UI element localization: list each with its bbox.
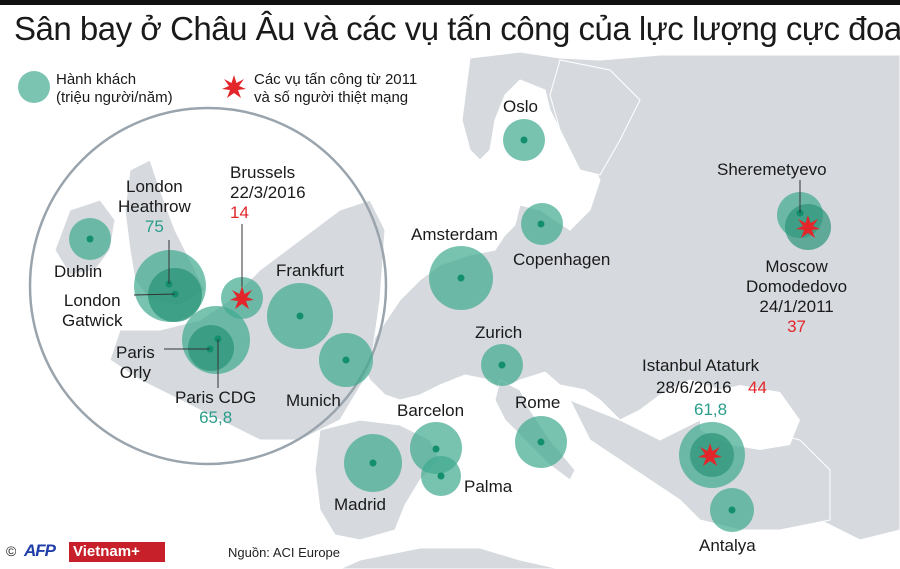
label-zurich: Zurich — [475, 323, 523, 342]
orly-line2: Orly — [119, 363, 151, 382]
label-madrid: Madrid — [334, 495, 386, 514]
domodedovo-killed: 37 — [787, 317, 807, 336]
heathrow-line1: London — [126, 177, 183, 196]
brussels-attack-icon — [230, 286, 254, 309]
legend-passengers: Hành khách (triệu người/năm) — [56, 71, 173, 107]
domodedovo-line2: Domodedovo — [746, 277, 848, 296]
orly-line1: Paris — [116, 343, 155, 362]
label-palma: Palma — [464, 477, 513, 496]
legend-attacks: Các vụ tấn công từ 2011 và số người thiệ… — [254, 71, 417, 107]
label-domodedovo: Moscow Domodedovo 24/1/2011 37 — [746, 257, 847, 337]
page-title: Sân bay ở Châu Âu và các vụ tấn công của… — [14, 10, 900, 47]
moscow-attack-icon — [796, 215, 820, 238]
label-orly: Paris Orly — [116, 343, 155, 383]
label-istanbul-killed: 44 — [748, 378, 767, 397]
label-antalya: Antalya — [699, 536, 756, 555]
afp-logo: AFP — [24, 541, 56, 560]
inset-ring — [28, 106, 388, 466]
label-istanbul: Istanbul Ataturk — [642, 356, 760, 375]
brussels-killed: 14 — [230, 203, 249, 222]
legend-passengers-line2: (triệu người/năm) — [56, 89, 173, 106]
heathrow-line2: Heathrow — [118, 197, 191, 216]
legend-attack-icon — [222, 75, 246, 98]
source-note: Nguồn: ACI Europe — [228, 545, 341, 560]
brussels-name: Brussels — [230, 163, 296, 182]
label-dublin: Dublin — [54, 262, 103, 281]
leader-lines — [133, 180, 801, 388]
brussels-date: 22/3/2016 — [230, 183, 306, 202]
label-gatwick: London Gatwick — [62, 291, 122, 331]
label-frankfurt: Frankfurt — [276, 261, 345, 280]
label-sheremetyevo: Sheremetyevo — [717, 160, 827, 179]
copyright-symbol: © — [6, 543, 17, 559]
legend-passengers-line1: Hành khách — [56, 71, 137, 88]
legend-attacks-line2: và số người thiệt mạng — [254, 89, 409, 106]
gatwick-line2: Gatwick — [62, 311, 123, 330]
cdg-name: Paris CDG — [175, 388, 257, 407]
legend-attacks-line1: Các vụ tấn công từ 2011 — [254, 71, 418, 88]
domodedovo-date: 24/1/2011 — [759, 297, 834, 316]
domodedovo-line1: Moscow — [765, 257, 828, 276]
vietnamplus-logo: Vietnam+ — [69, 542, 165, 562]
label-munich: Munich — [286, 391, 341, 410]
gatwick-line1: London — [63, 291, 121, 310]
label-amsterdam: Amsterdam — [411, 225, 498, 244]
top-bar — [0, 0, 900, 5]
heathrow-passengers: 75 — [144, 217, 164, 236]
attack-stars — [222, 75, 820, 466]
label-heathrow: London Heathrow 75 — [118, 177, 191, 237]
istanbul-attack-icon — [698, 443, 722, 466]
label-copenhagen: Copenhagen — [513, 250, 611, 269]
label-brussels: Brussels 22/3/2016 14 — [230, 163, 306, 223]
label-cdg: Paris CDG 65,8 — [175, 388, 256, 428]
label-rome: Rome — [515, 393, 561, 412]
legend-passenger-circle — [18, 71, 50, 103]
label-barcelona: Barcelon — [397, 401, 465, 420]
label-oslo: Oslo — [503, 97, 538, 116]
label-istanbul-date: 28/6/2016 — [656, 378, 732, 397]
label-istanbul-passengers: 61,8 — [694, 400, 728, 419]
cdg-passengers: 65,8 — [199, 408, 233, 427]
